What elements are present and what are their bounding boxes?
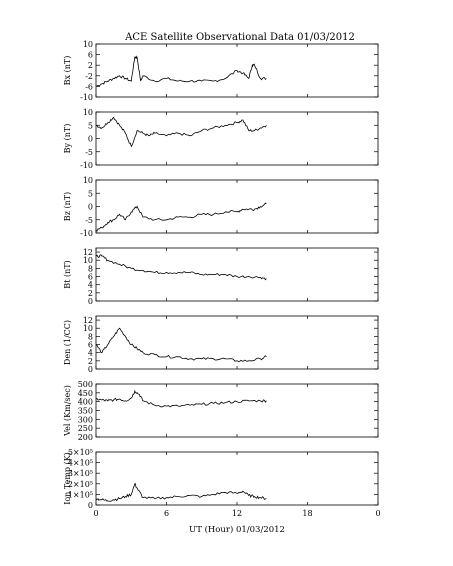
panel-0: 10 62 -2-6 -10 Bx (nT)	[63, 40, 379, 102]
y-tick-label: -5	[85, 148, 93, 157]
y-axis-label: Bz (nT)	[63, 192, 72, 221]
y-tick-label: 10	[83, 176, 93, 185]
y-tick-label: -5	[85, 216, 93, 225]
y-tick-label: 5	[88, 121, 93, 130]
y-tick-label: 6	[88, 273, 93, 282]
x-tick-label: 18	[302, 509, 312, 518]
x-axis: 0 6 12 18 0	[93, 509, 380, 518]
panel-frame	[95, 179, 379, 234]
y-tick-label: 6	[88, 51, 93, 60]
y-tick-label: 8	[88, 264, 93, 273]
series-line	[95, 390, 267, 408]
series-line	[95, 483, 267, 502]
y-tick-label: 10	[83, 256, 93, 265]
y-axis-label: Bx (nT)	[63, 56, 72, 86]
y-tick-label: 4×10⁵	[68, 459, 93, 468]
y-tick-label: 8	[88, 332, 93, 341]
x-tick-label: 6	[164, 509, 169, 518]
y-tick-label: 0	[88, 365, 93, 374]
y-tick-label: 2×10⁵	[68, 480, 93, 489]
y-axis-label: Ion Temp (K)	[63, 452, 72, 505]
panel-2: 10 5 0 -5 -10 Bz (nT)	[63, 176, 379, 238]
series-line	[95, 202, 267, 232]
y-tick-label: 0	[88, 297, 93, 306]
x-tick-label: 12	[232, 509, 242, 518]
y-tick-label: 200	[78, 433, 93, 442]
y-axis-label: By (nT)	[63, 124, 72, 154]
panel-frame	[95, 451, 379, 506]
y-tick-label: -2	[85, 72, 93, 81]
y-tick-label: 2	[88, 289, 93, 298]
y-tick-label: 250	[78, 424, 93, 433]
y-tick-label: 10	[83, 108, 93, 117]
series-line	[95, 116, 267, 148]
x-tick-label: 0	[93, 509, 98, 518]
y-tick-label: 3×10⁵	[68, 469, 93, 478]
y-tick-label: 12	[83, 248, 93, 257]
series-line	[95, 254, 267, 281]
y-tick-label: 4	[88, 349, 93, 358]
y-tick-label: 0	[88, 501, 93, 510]
y-tick-label: 4	[88, 281, 93, 290]
y-tick-label: 450	[78, 389, 93, 398]
y-tick-label: 5×10⁵	[68, 448, 93, 457]
y-tick-label: 500	[78, 380, 93, 389]
y-axis-label: Den (1/CC)	[63, 320, 72, 365]
y-tick-label: -6	[85, 82, 93, 91]
x-tick-label: 0	[375, 509, 380, 518]
y-tick-label: 10	[83, 324, 93, 333]
y-tick-label: 12	[83, 316, 93, 325]
y-tick-label: 5	[88, 189, 93, 198]
series-line	[95, 327, 267, 363]
y-tick-label: 0	[88, 203, 93, 212]
y-tick-label: 350	[78, 407, 93, 416]
y-tick-label: 300	[78, 415, 93, 424]
y-tick-label: 1×10⁵	[68, 490, 93, 499]
y-tick-label: 2	[88, 61, 93, 70]
y-tick-label: -10	[80, 93, 93, 102]
panel-1: 10 5 0 -5 -10 By (nT)	[63, 108, 379, 170]
series-line	[95, 55, 267, 87]
y-axis-label: Vel (Km/sec)	[63, 385, 72, 437]
panel-frame	[95, 111, 379, 166]
y-tick-label: -10	[80, 161, 93, 170]
panel-frame	[95, 383, 379, 438]
y-tick-label: -10	[80, 229, 93, 238]
y-tick-label: 2	[88, 357, 93, 366]
y-tick-label: 10	[83, 40, 93, 49]
x-axis-label: UT (Hour) 01/03/2012	[189, 524, 285, 535]
y-tick-label: 6	[88, 341, 93, 350]
y-tick-label: 0	[88, 135, 93, 144]
panel-frame	[95, 247, 379, 302]
y-axis-label: Bt (nT)	[63, 260, 72, 288]
y-tick-label: 400	[78, 398, 93, 407]
chart-title: ACE Satellite Observational Data 01/03/2…	[124, 32, 355, 43]
